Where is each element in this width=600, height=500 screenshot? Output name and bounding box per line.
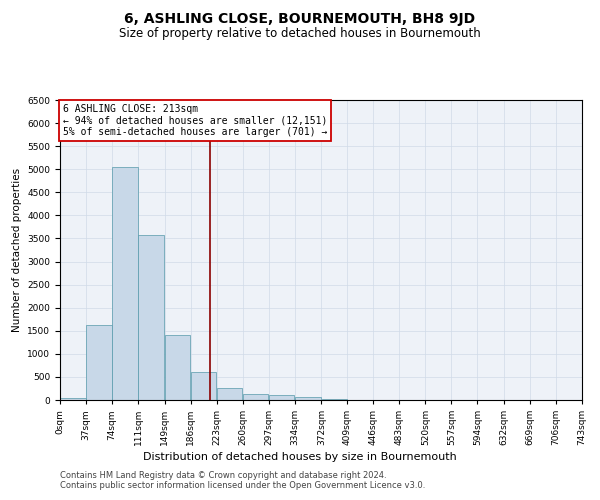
Bar (138, 235, 164, 400)
Bar (86, 325, 112, 400)
Bar (165, 336, 190, 400)
Bar (217, 388, 242, 400)
Text: Contains HM Land Registry data © Crown copyright and database right 2024.: Contains HM Land Registry data © Crown c… (60, 471, 386, 480)
Bar (269, 396, 295, 400)
Text: Size of property relative to detached houses in Bournemouth: Size of property relative to detached ho… (119, 28, 481, 40)
Bar (191, 372, 217, 400)
Bar (295, 397, 321, 400)
Text: 6 ASHLING CLOSE: 213sqm
← 94% of detached houses are smaller (12,151)
5% of semi: 6 ASHLING CLOSE: 213sqm ← 94% of detache… (63, 104, 327, 137)
Text: Contains public sector information licensed under the Open Government Licence v3: Contains public sector information licen… (60, 481, 425, 490)
Y-axis label: Number of detached properties: Number of detached properties (12, 168, 22, 332)
Bar (243, 394, 268, 400)
Bar (322, 398, 347, 400)
Bar (60, 398, 86, 400)
Text: 6, ASHLING CLOSE, BOURNEMOUTH, BH8 9JD: 6, ASHLING CLOSE, BOURNEMOUTH, BH8 9JD (124, 12, 476, 26)
Text: Distribution of detached houses by size in Bournemouth: Distribution of detached houses by size … (143, 452, 457, 462)
Bar (112, 167, 138, 400)
